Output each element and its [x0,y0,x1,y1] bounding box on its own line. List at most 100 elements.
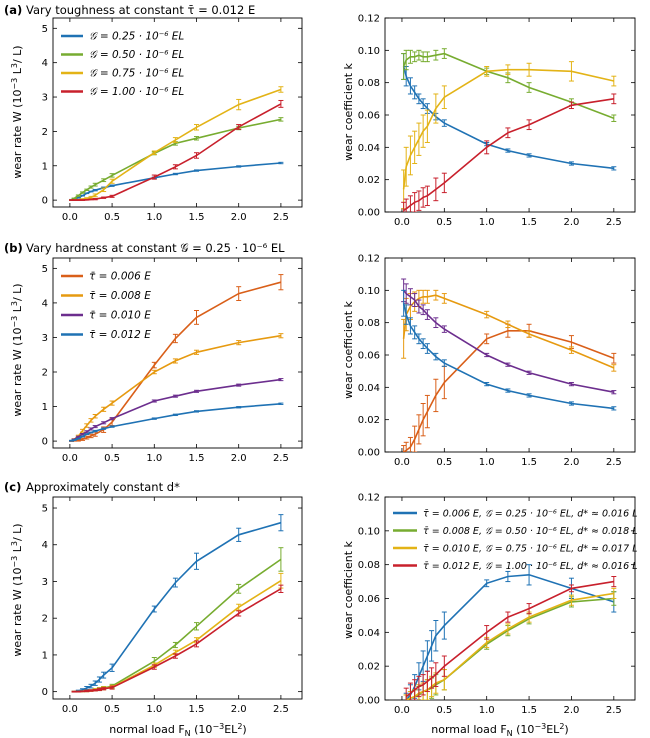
legend-label: τ̄ = 0.006 E [89,271,151,283]
y-tick-label: 0 [42,687,48,698]
x-tick-label: 2.0 [231,704,247,715]
y-axis-label-c-right: wear coefficient k [342,541,355,639]
x-tick-label: 0.5 [104,704,120,715]
x-tick-label: 0.5 [104,212,120,223]
legend-label: τ̄ = 0.008 E, 𝒢 = 0.50 · 10⁻⁶ EL, d* ≈ 0… [423,526,638,537]
y-axis-label-a-left: wear rate W (10−3 L3/ L) [10,45,24,178]
y-axis-label-b-right: wear coefficient k [342,301,355,399]
plot-frame [52,17,303,208]
panel-label-c: (c) [4,480,21,494]
series-group [403,564,617,700]
y-tick-label: 0.00 [358,208,380,219]
series-line [402,294,615,369]
x-tick-label: 2.0 [231,453,247,464]
y-tick-label: 0.02 [358,662,380,673]
y-tick-label: 0.06 [358,351,380,362]
y-tick-label: 0.10 [358,286,380,297]
x-tick-label: 1.5 [521,217,537,228]
x-tick-label: 1.0 [479,457,495,468]
series-blue [69,402,284,442]
legend: τ̄ = 0.006 E τ̄ = 0.008 E τ̄ = 0.010 E τ̄ =… [61,271,151,341]
y-tick-label: 0.08 [358,78,380,89]
x-tick-label: 0.0 [62,453,78,464]
y-tick-label: 0.06 [358,111,380,122]
y-tick-label: 3 [42,93,48,104]
chart-b-wear-coefficient: 0.0 0.5 1.0 1.5 2.0 2.5 0.00 0.02 0.04 0.06 0.08 0.… [358,254,636,468]
y-tick-label: 0.00 [358,448,380,459]
legend: τ̄ = 0.006 E, 𝒢 = 0.25 · 10⁻⁶ EL, d* ≈ 0… [393,509,638,572]
y-tick-label: 5 [42,504,48,515]
x-tick-label: 0.5 [436,217,452,228]
series-line [71,334,282,442]
y-tick-label: 0.04 [358,383,380,394]
x-tick-label: 2.0 [563,705,579,716]
y-tick-label: 5 [42,24,48,35]
y-tick-label: 0 [42,196,48,207]
chart-c-wear-coefficient: 0.0 0.5 1.0 1.5 2.0 2.5 0.00 0.02 0.04 0.06 0.08 0.… [358,493,638,717]
x-tick-label: 2.5 [273,453,289,464]
y-tick-label: 1 [42,402,48,413]
series-line [74,580,282,693]
series-group [71,514,284,693]
x-axis-label-left: normal load FN (10−3EL2) [109,722,246,738]
y-axis-label-a-right: wear coefficient k [342,63,355,161]
y-tick-label: 4 [42,540,48,551]
panel-heading-a: (a) Vary toughness at constant τ̄ = 0.01… [4,3,255,17]
y-tick-label: 5 [42,264,48,275]
chart-a-wear-coefficient: 0.0 0.5 1.0 1.5 2.0 2.5 0.00 0.02 0.04 0.06 0.08 0.… [358,14,636,228]
y-tick-label: 0.10 [358,526,380,537]
x-tick-label: 2.5 [606,217,622,228]
series-orange [69,274,284,442]
series-line [74,588,282,693]
x-tick-label: 1.5 [189,453,205,464]
x-tick-label: 0.0 [394,705,410,716]
legend: 𝒢 = 0.25 · 10⁻⁶ EL 𝒢 = 0.50 · 10⁻⁶ EL 𝒢 = … [61,31,184,98]
x-tick-label: 0.0 [62,704,78,715]
series-group [401,48,617,212]
series-green [71,547,284,693]
panel-label-b: (b) [4,241,23,255]
x-tick-label: 1.5 [521,705,537,716]
panel-label-a: (a) [4,3,22,17]
x-tick-label: 1.5 [521,457,537,468]
series-orange [401,323,617,452]
series-green [69,117,284,201]
y-tick-label: 0.02 [358,175,380,186]
series-group [69,274,284,442]
chart-a-wear-rate: 0.0 0.5 1.0 1.5 2.0 2.5 0 1 2 3 4 5 𝒢 = 0.25 · 10⁻⁶ … [42,17,303,223]
y-tick-label: 4 [42,58,48,69]
legend-label: τ̄ = 0.010 E, 𝒢 = 0.75 · 10⁻⁶ EL, d* ≈ 0… [423,544,638,555]
y-tick-label: 0.04 [358,143,380,154]
y-tick-label: 0.02 [358,415,380,426]
plot-frame [52,496,303,700]
series-line [402,52,615,119]
x-tick-label: 1.5 [189,212,205,223]
series-green [401,48,617,122]
x-tick-label: 1.0 [146,704,162,715]
x-tick-label: 2.5 [273,704,289,715]
legend-label: τ̄ = 0.008 E [89,290,151,302]
y-tick-label: 2 [42,127,48,138]
x-tick-label: 0.0 [62,212,78,223]
series-yellow [401,61,617,210]
y-tick-label: 4 [42,298,48,309]
series-line [71,103,282,201]
x-tick-label: 1.0 [479,217,495,228]
panel-heading-b: (b) Vary hardness at constant 𝒢 = 0.25 ·… [4,241,285,255]
chart-c-wear-rate: 0.0 0.5 1.0 1.5 2.0 2.5 0 1 2 3 4 5 [42,496,303,715]
y-axis-label-b-left: wear rate W (10−3 L3/ L) [10,283,24,416]
series-blue [401,289,617,411]
y-tick-label: 0 [42,437,48,448]
plot-frame [52,257,303,449]
series-line [405,573,615,700]
series-line [405,592,614,700]
series-red [403,576,617,700]
series-purple [69,378,284,442]
x-tick-label: 0.0 [394,217,410,228]
y-axis-label-c-left: wear rate W (10−3 L3/ L) [10,523,24,656]
series-red [71,584,284,693]
x-tick-label: 2.5 [606,705,622,716]
series-yellow-orange [69,333,284,442]
series-line [71,281,282,442]
